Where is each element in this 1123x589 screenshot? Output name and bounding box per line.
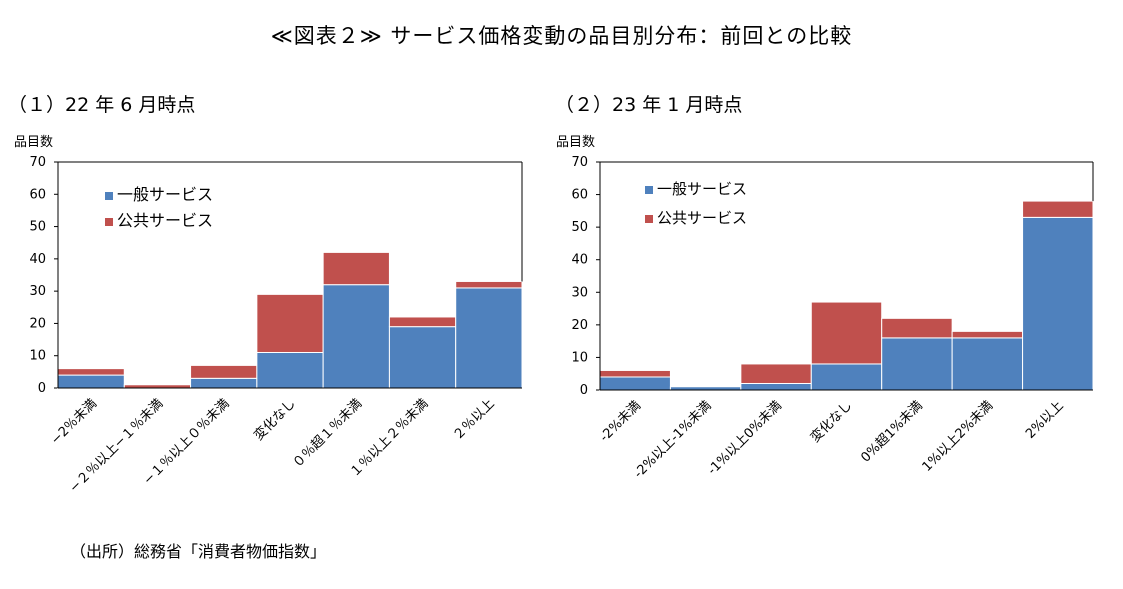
x-tick-label: 1%以上2%未満	[920, 398, 997, 475]
legend-label-general: 一般サービス	[117, 185, 213, 204]
bar-general-2	[190, 377, 258, 389]
bar-public-5	[951, 330, 1024, 339]
legend-label-public: 公共サービス	[657, 209, 747, 227]
bar-public-3	[810, 301, 883, 365]
bar-public-2	[740, 363, 812, 384]
bar-general-6	[455, 287, 523, 389]
y-tick-label: 20	[571, 318, 588, 333]
y-tick-label: 70	[571, 155, 588, 170]
bar-public-2	[190, 364, 258, 379]
bar-general-3	[810, 363, 883, 391]
y-tick-label: 50	[29, 220, 46, 235]
bar-public-4	[881, 317, 953, 339]
y-tick-label: 70	[29, 155, 46, 170]
bar-general-0	[57, 374, 125, 389]
bar-general-3	[256, 351, 324, 389]
y-tick-label: 30	[29, 284, 46, 299]
x-tick-label: -2%未満	[597, 398, 644, 445]
y-tick-label: 60	[571, 188, 588, 203]
bar-public-6	[1022, 200, 1094, 218]
y-tick-label: 30	[571, 285, 588, 300]
bar-general-6	[1022, 216, 1094, 391]
y-tick-label: 40	[571, 253, 588, 268]
bar-public-3	[256, 293, 324, 353]
bar-general-5	[388, 326, 457, 389]
y-tick-label: 60	[29, 187, 46, 202]
y-tick-label: 10	[571, 350, 588, 365]
chart-1-title: （１）22 年 6 月時点	[8, 94, 196, 116]
y-tick-label: 20	[29, 316, 46, 331]
y-tick-label: 40	[29, 252, 46, 267]
y-tick-label: 50	[571, 220, 588, 235]
bar-general-5	[951, 337, 1024, 391]
x-tick-label: 変化なし	[807, 398, 855, 446]
x-tick-label: 2%以上	[1023, 398, 1067, 442]
chart-1: 品目数010203040506070−2％未満−２％以上−１％未満−１％以上０％…	[14, 135, 523, 496]
x-tick-label: -2%以上-1%未満	[631, 398, 714, 481]
legend-label-public: 公共サービス	[117, 211, 213, 230]
bar-public-4	[322, 251, 390, 286]
y-tick-label: 0	[580, 383, 588, 398]
legend-swatch-general	[645, 186, 653, 194]
bar-general-4	[322, 284, 390, 389]
bar-public-5	[388, 316, 457, 328]
x-tick-label: 変化なし	[251, 396, 299, 444]
chart-2: 品目数 0 10 20 30 40 50 60 70 -2%未満-2%以上-1%未満-1%以上0%…	[556, 135, 1094, 481]
bar-public-6	[455, 280, 523, 289]
chart-2-title: （２）23 年 1 月時点	[555, 94, 743, 116]
y-axis-label: 品目数	[556, 135, 595, 150]
legend-swatch-general	[105, 192, 113, 200]
x-tick-label: ０％超１％未満	[290, 396, 365, 471]
bar-general-4	[881, 337, 953, 391]
x-tick-label: −2％未満	[48, 396, 100, 448]
x-tick-label: 0%超1%未満	[858, 398, 925, 465]
x-tick-label: -1%以上0%未満	[705, 398, 785, 478]
y-axis-label: 品目数	[14, 135, 53, 150]
bar-general-0	[599, 376, 671, 391]
x-tick-label: ２％以上	[450, 396, 497, 443]
bar-general-2	[740, 382, 812, 391]
bar-public-0	[599, 369, 671, 378]
bar-public-0	[57, 368, 125, 376]
y-tick-label: 0	[38, 381, 46, 396]
legend-label-general: 一般サービス	[657, 180, 747, 198]
legend-swatch-public	[645, 215, 653, 223]
legend-swatch-public	[105, 218, 113, 226]
y-tick-label: 10	[29, 349, 46, 364]
source-note: （出所）総務省「消費者物価指数」	[70, 542, 327, 561]
main-title: ≪図表２≫ サービス価格変動の品目別分布：前回との比較	[270, 24, 853, 48]
